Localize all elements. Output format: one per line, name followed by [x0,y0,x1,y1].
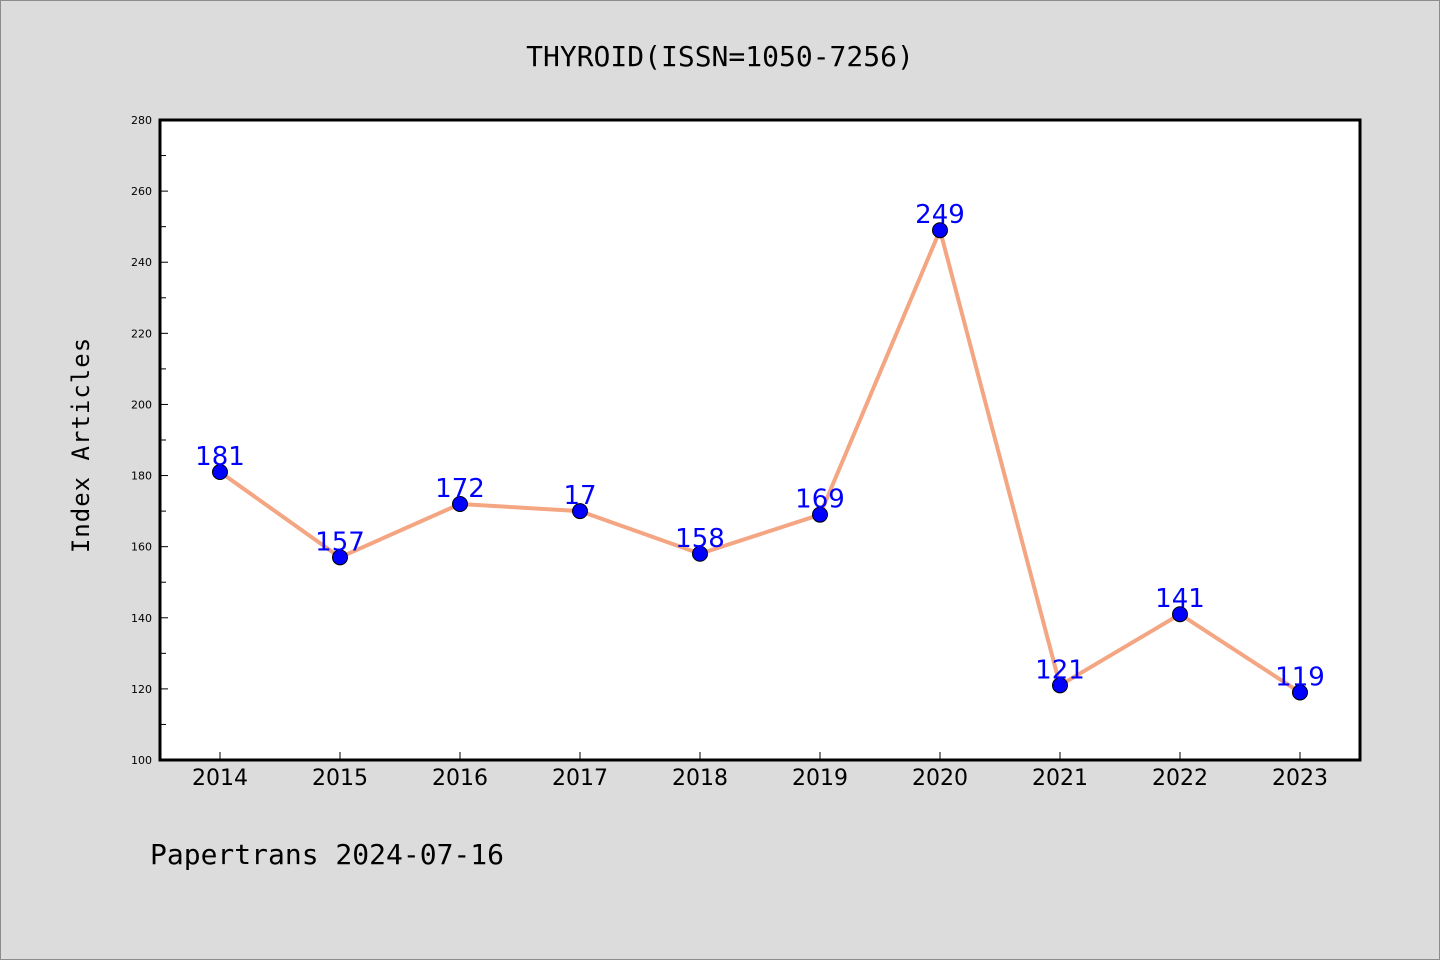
data-point [1292,684,1308,701]
y-tick-label: 100 [131,754,152,767]
data-point [692,545,708,562]
data-point [572,503,588,520]
series-line-group [218,228,1302,695]
series-line [218,228,1302,695]
y-tick-label: 260 [131,185,152,198]
x-tick-label: 2018 [672,766,728,791]
x-tick-label: 2022 [1152,766,1208,791]
x-tick-label: 2014 [192,766,248,791]
data-point [1172,606,1188,623]
x-tick-label: 2023 [1272,766,1328,791]
x-tick-label: 2017 [552,766,608,791]
data-point [932,222,948,239]
data-point [332,549,348,566]
data-label: 181 [195,442,245,472]
x-axis: 2014 2015 2016 2017 2018 2019 2020 2021 2022 2023 [192,752,1328,791]
data-label: 141 [1155,584,1205,614]
x-tick-label: 2015 [312,766,368,791]
data-label: 17 [563,481,596,511]
data-label: 169 [795,485,845,515]
data-label: 249 [915,200,965,230]
data-label: 121 [1035,655,1085,685]
data-label: 157 [315,527,365,557]
y-tick-label: 240 [131,256,152,269]
y-tick-label: 200 [131,398,152,411]
data-labels: 181 157 172 17 158 169 249 121 141 119 [195,200,1325,692]
y-tick-label: 160 [131,541,152,554]
y-tick-label: 140 [131,612,152,625]
x-tick-label: 2021 [1032,766,1088,791]
data-points [212,222,1308,701]
data-point [452,496,468,512]
y-axis-label: Index Articles [67,337,95,553]
chart-title: THYROID(ISSN=1050-7256) [526,40,914,73]
x-tick-label: 2019 [792,766,848,791]
y-axis: 100 120 140 160 180 200 220 240 260 280 [131,114,168,767]
y-tick-label: 220 [131,327,152,340]
x-tick-label: 2016 [432,766,488,791]
x-tick-label: 2020 [912,766,968,791]
footer-text: Papertrans 2024-07-16 [150,838,504,871]
y-tick-label: 280 [131,114,152,127]
data-label: 119 [1275,662,1325,692]
data-point [212,464,228,480]
y-tick-label: 180 [131,470,152,483]
data-point [812,506,828,523]
plot-area [158,118,1362,762]
data-label: 158 [675,524,725,554]
data-label: 172 [435,474,485,504]
y-tick-label: 120 [131,683,152,696]
data-point [1052,677,1068,694]
